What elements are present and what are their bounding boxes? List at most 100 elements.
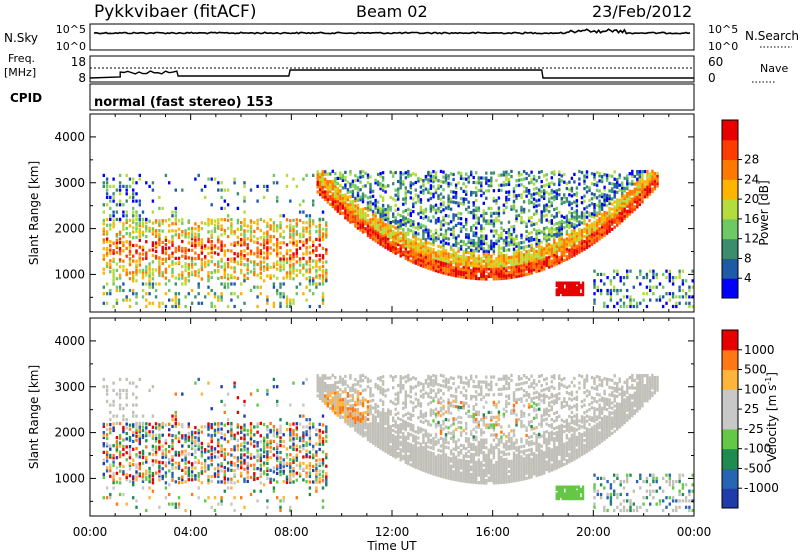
scatter-cell — [105, 195, 109, 199]
scatter-cell — [560, 222, 563, 226]
scatter-cell — [289, 453, 292, 457]
scatter-cell — [583, 181, 586, 186]
scatter-cell — [102, 422, 105, 426]
scatter-cell — [394, 188, 397, 192]
scatter-cell — [527, 236, 531, 240]
scatter-cell — [613, 215, 616, 219]
freq-right-tick-bottom: 0 — [708, 71, 716, 85]
scatter-cell — [548, 242, 551, 246]
scatter-cell — [570, 232, 574, 236]
scatter-cell — [626, 184, 629, 188]
scatter-cell — [550, 234, 553, 238]
scatter-cell — [507, 180, 511, 184]
scatter-cell — [361, 230, 365, 234]
scatter-cell — [243, 479, 246, 483]
scatter-cell — [422, 224, 425, 228]
scatter-cell — [439, 270, 443, 274]
scatter-cell — [207, 464, 210, 468]
scatter-cell — [530, 268, 533, 273]
scatter-cell — [447, 197, 450, 201]
scatter-cell — [595, 226, 599, 230]
scatter-cell — [558, 241, 561, 245]
scatter-cell — [171, 441, 174, 445]
scatter-cell — [125, 214, 128, 218]
scatter-cell — [369, 182, 372, 187]
scatter-cell — [638, 202, 641, 206]
scatter-cell — [376, 183, 380, 187]
scatter-cell — [490, 221, 493, 226]
scatter-cell — [409, 259, 412, 263]
scatter-cell — [141, 233, 145, 237]
scatter-cell — [331, 179, 334, 183]
scatter-cell — [502, 170, 506, 174]
scatter-cell — [427, 180, 430, 184]
scatter-cell — [495, 262, 498, 266]
scatter-cell — [122, 414, 125, 418]
scatter-cell — [437, 234, 440, 238]
scatter-cell — [266, 468, 269, 472]
scatter-cell — [292, 437, 295, 441]
scatter-cell — [490, 176, 493, 180]
scatter-cell — [429, 264, 433, 269]
scatter-cell — [631, 207, 634, 211]
scatter-cell — [619, 304, 622, 309]
scatter-cell — [174, 505, 177, 509]
scatter-cell — [439, 210, 443, 214]
scatter-cell — [243, 467, 246, 471]
scatter-cell — [249, 422, 253, 426]
scatter-cell — [122, 203, 125, 207]
scatter-cell — [233, 181, 236, 185]
scatter-cell — [259, 242, 262, 247]
scatter-cell — [622, 282, 626, 286]
scatter-cell — [397, 222, 400, 226]
scatter-cell — [522, 200, 526, 204]
scatter-cell — [387, 239, 390, 243]
scatter-cell — [569, 286, 573, 290]
scatter-cell — [272, 447, 276, 451]
scatter-cell — [174, 436, 177, 440]
scatter-cell — [210, 452, 213, 456]
scatter-cell — [678, 288, 681, 293]
scatter-cell — [467, 235, 470, 240]
scatter-cell — [691, 269, 694, 273]
scatter-cell — [454, 261, 458, 265]
scatter-cell — [538, 188, 541, 192]
scatter-cell — [295, 458, 298, 462]
scatter-cell — [497, 261, 501, 266]
scatter-cell — [102, 285, 105, 289]
scatter-cell — [220, 469, 223, 473]
scatter-cell — [641, 195, 644, 199]
scatter-cell — [253, 260, 256, 264]
scatter-cell — [249, 437, 253, 441]
scatter-cell — [568, 218, 571, 222]
scatter-cell — [161, 245, 164, 250]
scatter-cell — [434, 256, 438, 260]
scatter-cell — [374, 178, 377, 182]
scatter-cell — [651, 169, 654, 173]
scatter-cell — [454, 238, 458, 243]
scatter-cell — [266, 457, 269, 462]
scatter-cell — [217, 237, 220, 242]
scatter-cell — [545, 233, 548, 237]
scatter-cell — [585, 225, 589, 229]
scatter-cell — [302, 431, 305, 435]
scatter-cell — [558, 236, 561, 240]
scatter-cell — [312, 279, 315, 283]
scatter-cell — [102, 253, 105, 258]
scatter-cell — [449, 182, 453, 186]
scatter-cell — [361, 222, 365, 226]
scatter-cell — [289, 304, 292, 309]
scatter-cell — [217, 472, 220, 476]
scatter-cell — [623, 206, 626, 211]
scatter-cell — [495, 216, 498, 220]
scatter-cell — [379, 235, 382, 239]
scatter-cell — [262, 423, 266, 427]
scatter-cell — [272, 181, 276, 185]
scatter-cell — [240, 460, 243, 464]
scatter-cell — [595, 229, 599, 233]
scatter-cell — [389, 233, 392, 237]
scatter-cell — [475, 264, 478, 268]
scatter-cell — [359, 210, 362, 214]
scatter-cell — [339, 199, 342, 203]
scatter-cell — [613, 225, 616, 229]
